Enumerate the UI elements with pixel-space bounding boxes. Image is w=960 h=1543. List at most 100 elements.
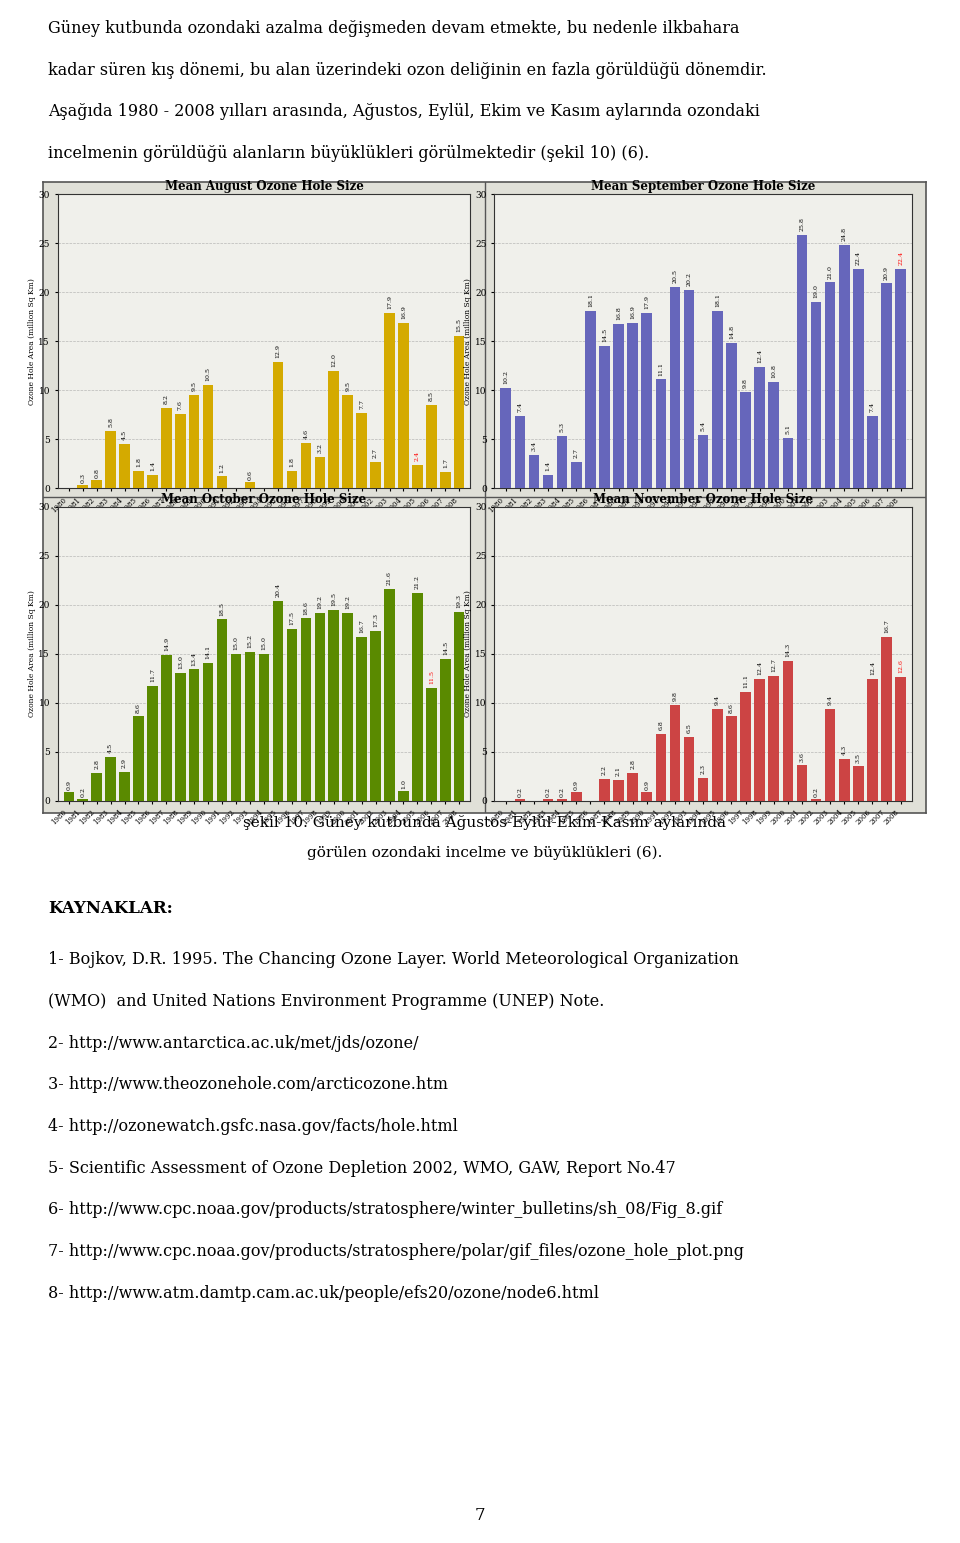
Text: 4.3: 4.3 xyxy=(842,745,847,755)
Text: 2.2: 2.2 xyxy=(602,765,607,775)
Bar xyxy=(853,767,864,801)
Bar xyxy=(343,613,353,801)
Text: 6.5: 6.5 xyxy=(686,724,691,733)
Text: 16.9: 16.9 xyxy=(401,306,406,319)
Bar xyxy=(881,284,892,488)
Bar xyxy=(656,380,666,488)
Text: 7.4: 7.4 xyxy=(517,401,522,412)
Bar xyxy=(853,268,864,488)
Text: 12.0: 12.0 xyxy=(331,353,336,367)
Bar xyxy=(356,414,367,488)
Bar xyxy=(119,773,130,801)
Text: 2.8: 2.8 xyxy=(630,759,636,770)
Text: 14.9: 14.9 xyxy=(164,637,169,651)
Bar xyxy=(189,395,200,488)
Text: 19.5: 19.5 xyxy=(331,591,336,606)
Bar xyxy=(613,324,624,488)
Text: 18.5: 18.5 xyxy=(220,602,225,616)
Text: 16.7: 16.7 xyxy=(884,619,889,633)
Text: 8.6: 8.6 xyxy=(729,702,733,713)
Bar xyxy=(825,708,835,801)
Text: 1.4: 1.4 xyxy=(545,460,550,471)
Y-axis label: Ozone Hole Area (million Sq Km): Ozone Hole Area (million Sq Km) xyxy=(28,278,36,404)
Text: 19.3: 19.3 xyxy=(457,594,462,608)
Text: 21.0: 21.0 xyxy=(828,264,832,279)
Text: 2.3: 2.3 xyxy=(701,764,706,775)
Text: şekil 10. Güney kutbunda Ağustos-Eylül-Ekim-Kasım aylarında: şekil 10. Güney kutbunda Ağustos-Eylül-E… xyxy=(243,815,727,830)
Bar xyxy=(371,461,381,488)
Bar xyxy=(328,370,339,488)
Text: 1.7: 1.7 xyxy=(443,458,447,468)
Text: 8.6: 8.6 xyxy=(136,702,141,713)
Bar xyxy=(613,781,624,801)
Bar xyxy=(571,792,582,801)
Bar xyxy=(755,679,765,801)
Bar xyxy=(412,593,422,801)
Text: 20.9: 20.9 xyxy=(884,265,889,279)
Text: 20.4: 20.4 xyxy=(276,583,280,597)
Bar xyxy=(161,407,172,488)
Bar xyxy=(106,756,116,801)
Text: 7.7: 7.7 xyxy=(359,400,364,409)
Bar xyxy=(782,438,793,488)
Bar xyxy=(454,336,465,488)
Bar xyxy=(698,778,708,801)
Text: 20.5: 20.5 xyxy=(673,270,678,284)
Text: 6- http://www.cpc.noaa.gov/products/stratosphere/winter_bulletins/sh_08/Fig_8.gi: 6- http://www.cpc.noaa.gov/products/stra… xyxy=(48,1202,722,1219)
Y-axis label: Ozone Hole Area (million Sq Km): Ozone Hole Area (million Sq Km) xyxy=(465,591,472,717)
Text: 18.6: 18.6 xyxy=(303,600,308,614)
Bar xyxy=(398,322,409,488)
Text: 0.2: 0.2 xyxy=(813,787,819,796)
Text: 2- http://www.antarctica.ac.uk/met/jds/ozone/: 2- http://www.antarctica.ac.uk/met/jds/o… xyxy=(48,1035,419,1052)
Bar xyxy=(641,792,652,801)
Text: 15.2: 15.2 xyxy=(248,634,252,648)
Text: incelmenin görüldüğü alanların büyüklükleri görülmektedir (şekil 10) (6).: incelmenin görüldüğü alanların büyüklükl… xyxy=(48,145,649,162)
Text: 2.9: 2.9 xyxy=(122,759,127,768)
Text: 19.2: 19.2 xyxy=(318,594,323,608)
Bar xyxy=(797,236,807,488)
Bar xyxy=(670,705,681,801)
Bar xyxy=(63,792,74,801)
Text: 12.9: 12.9 xyxy=(276,344,280,358)
Bar xyxy=(797,765,807,801)
Bar xyxy=(500,389,511,488)
Bar xyxy=(230,654,241,801)
Bar xyxy=(529,455,540,488)
Bar xyxy=(203,386,213,488)
Bar xyxy=(515,799,525,801)
Bar xyxy=(384,589,395,801)
Text: 4.5: 4.5 xyxy=(122,430,127,440)
Text: 0.2: 0.2 xyxy=(517,787,522,796)
Text: 8.2: 8.2 xyxy=(164,393,169,404)
Text: 2.1: 2.1 xyxy=(616,767,621,776)
Text: 0.2: 0.2 xyxy=(560,787,564,796)
Text: 3- http://www.theozonehole.com/arcticozone.htm: 3- http://www.theozonehole.com/arcticozo… xyxy=(48,1077,448,1094)
Bar xyxy=(398,792,409,801)
Bar xyxy=(175,414,185,488)
Bar xyxy=(300,619,311,801)
Bar xyxy=(119,444,130,488)
Text: 13.0: 13.0 xyxy=(178,656,182,670)
Bar xyxy=(91,480,102,488)
Bar xyxy=(670,287,681,488)
Bar xyxy=(343,395,353,488)
Bar xyxy=(755,367,765,488)
Bar xyxy=(106,432,116,488)
Bar xyxy=(684,738,694,801)
Bar xyxy=(542,799,553,801)
Text: 5.8: 5.8 xyxy=(108,418,113,427)
Text: 15.0: 15.0 xyxy=(233,636,239,650)
Text: 12.4: 12.4 xyxy=(757,349,762,363)
Bar xyxy=(454,611,465,801)
Bar xyxy=(315,457,325,488)
Text: 0.8: 0.8 xyxy=(94,469,99,478)
Text: 1- Bojkov, D.R. 1995. The Chancing Ozone Layer. World Meteorological Organizatio: 1- Bojkov, D.R. 1995. The Chancing Ozone… xyxy=(48,952,739,969)
Bar xyxy=(515,415,525,488)
Bar xyxy=(440,659,450,801)
Bar xyxy=(656,734,666,801)
Bar xyxy=(161,654,172,801)
Bar xyxy=(867,415,877,488)
Bar xyxy=(839,759,850,801)
Text: 4.6: 4.6 xyxy=(303,429,308,440)
Bar xyxy=(896,677,906,801)
